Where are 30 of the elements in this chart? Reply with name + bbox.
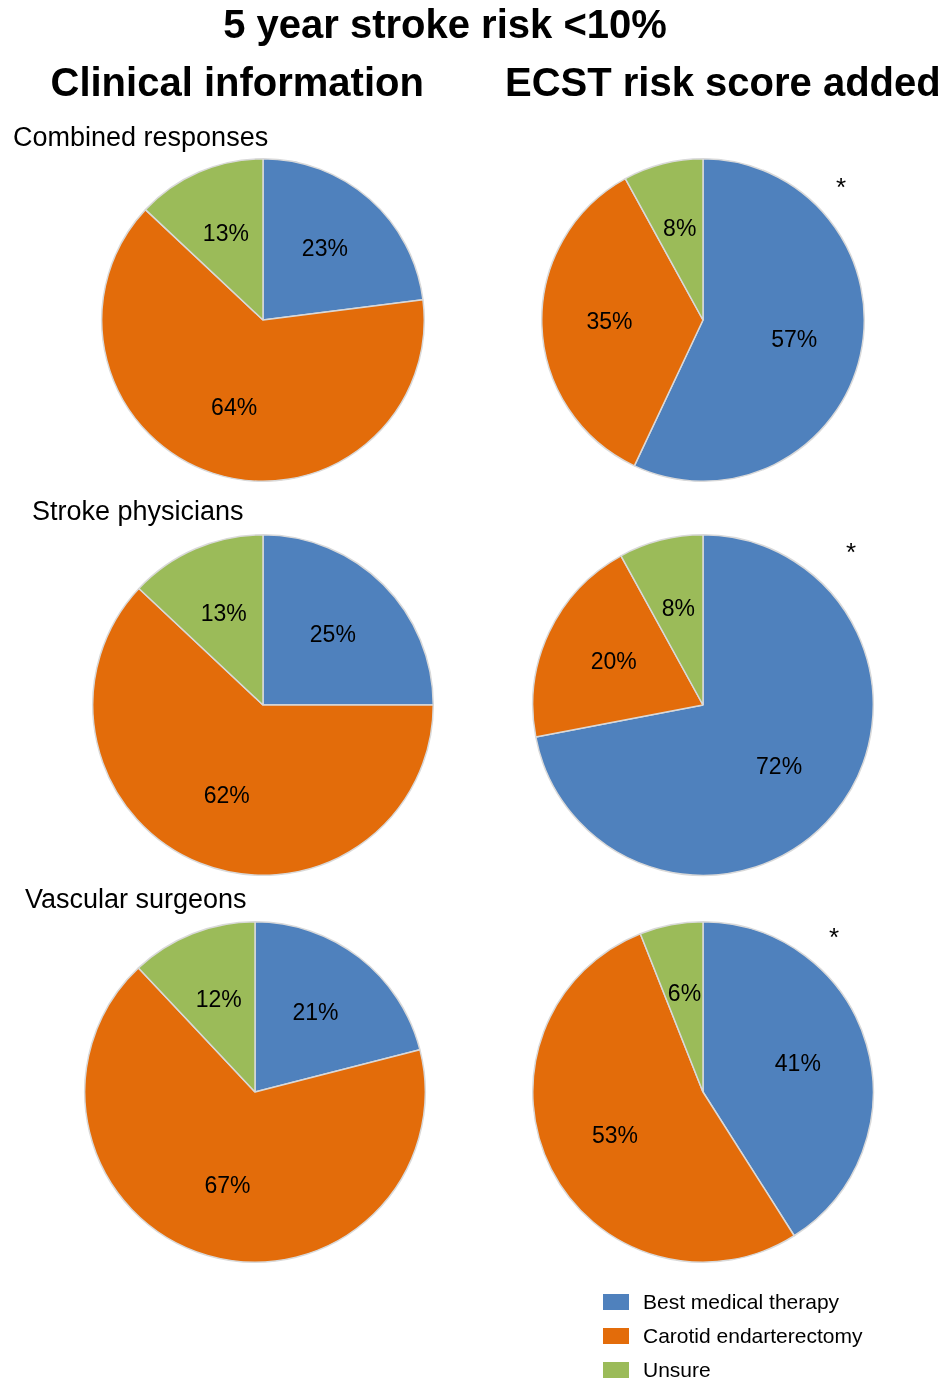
data-label: 6% [667,980,702,1007]
text: Clinical information [50,60,424,105]
legend-label: Best medical therapy [643,1290,840,1314]
data-label: 62% [203,782,250,809]
text: * [846,537,857,568]
data-label: 8% [661,594,696,621]
data-label: 72% [756,753,803,780]
chart-title: Vascular surgeons [25,884,247,915]
data-label: 41% [774,1049,821,1076]
text: 5 year stroke risk <10% [222,2,668,47]
chart-title: Stroke physicians [32,496,244,527]
data-label: 12% [195,985,242,1012]
data-label: 20% [590,648,637,675]
data-label: 21% [292,999,339,1026]
data-label: 13% [200,599,247,626]
chart-title: Combined responses [13,122,269,153]
data-label: 67% [204,1172,251,1199]
text: * [836,172,847,203]
data-label: 23% [301,235,348,262]
data-label: 35% [586,308,633,335]
legend-label: Carotid endarterectomy [643,1324,863,1348]
text: ECST risk score added [505,60,941,105]
data-label: 57% [771,325,818,352]
data-label: 53% [591,1122,639,1149]
data-label: 64% [211,394,258,421]
text: * [829,922,840,953]
data-label: 25% [309,620,356,647]
data-label: 13% [202,219,249,246]
data-label: 8% [663,214,697,241]
legend-label: Unsure [643,1358,711,1382]
